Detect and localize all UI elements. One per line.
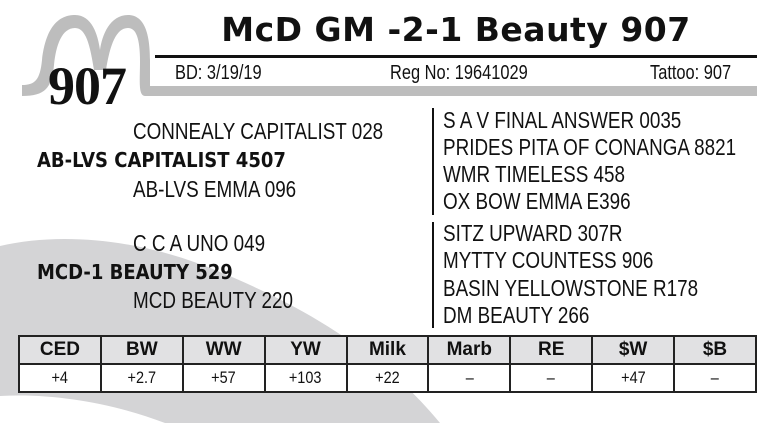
epd-value: +22	[375, 368, 400, 387]
epd-value: +103	[289, 368, 322, 387]
tattoo: Tattoo: 907	[650, 62, 732, 84]
epd-value: +4	[51, 368, 69, 387]
epd-value: –	[547, 368, 556, 387]
epd-header: Marb	[427, 335, 512, 365]
title-divider	[155, 55, 757, 58]
dam: MCD-1 BEAUTY 529	[37, 260, 233, 284]
dam-sire: C C A UNO 049	[133, 230, 266, 256]
great-grandparent: MYTTY COUNTESS 906	[443, 247, 654, 273]
epd-header: YW	[263, 335, 348, 365]
great-grandparent: PRIDES PITA OF CONANGA 8821	[443, 134, 737, 160]
dam-dam: MCD BEAUTY 220	[133, 287, 294, 313]
lot-number: 907	[48, 56, 127, 116]
epd-value-row: +4 +2.7 +57 +103 +22 – – +47 –	[18, 363, 757, 393]
epd-header: $B	[673, 335, 757, 365]
birth-date: BD: 3/19/19	[175, 62, 262, 84]
great-grandparent: SITZ UPWARD 307R	[443, 220, 623, 246]
reg-no: Reg No: 19641029	[390, 62, 528, 84]
sire-dam: AB-LVS EMMA 096	[133, 176, 297, 202]
page-title: McD GM -2-1 Beauty 907	[221, 10, 691, 49]
epd-header: $W	[591, 335, 675, 365]
great-grandparent: WMR TIMELESS 458	[443, 161, 626, 187]
epd-header: Milk	[345, 335, 430, 365]
pedigree-bracket	[432, 222, 434, 328]
great-grandparent: BASIN YELLOWSTONE R178	[443, 275, 699, 301]
great-grandparent: S A V FINAL ANSWER 0035	[443, 107, 682, 133]
great-grandparent: OX BOW EMMA E396	[443, 188, 631, 214]
epd-value: +47	[620, 368, 646, 387]
sire: AB-LVS CAPITALIST 4507	[37, 148, 286, 172]
pedigree-bracket	[432, 108, 434, 215]
epd-table: CED BW WW YW Milk Marb RE $W $B +4 +2.7 …	[18, 335, 757, 393]
sire-sire: CONNEALY CAPITALIST 028	[133, 118, 384, 144]
epd-header: WW	[181, 335, 266, 365]
epd-header: CED	[18, 335, 102, 365]
epd-value: –	[710, 368, 720, 387]
epd-value: +57	[211, 368, 236, 387]
great-grandparent: DM BEAUTY 266	[443, 302, 590, 328]
epd-value: +2.7	[127, 368, 157, 387]
epd-header-row: CED BW WW YW Milk Marb RE $W $B	[18, 335, 757, 365]
epd-value: –	[465, 368, 474, 387]
epd-header: RE	[509, 335, 594, 365]
epd-header: BW	[99, 335, 184, 365]
logo-m-shape	[22, 15, 757, 96]
